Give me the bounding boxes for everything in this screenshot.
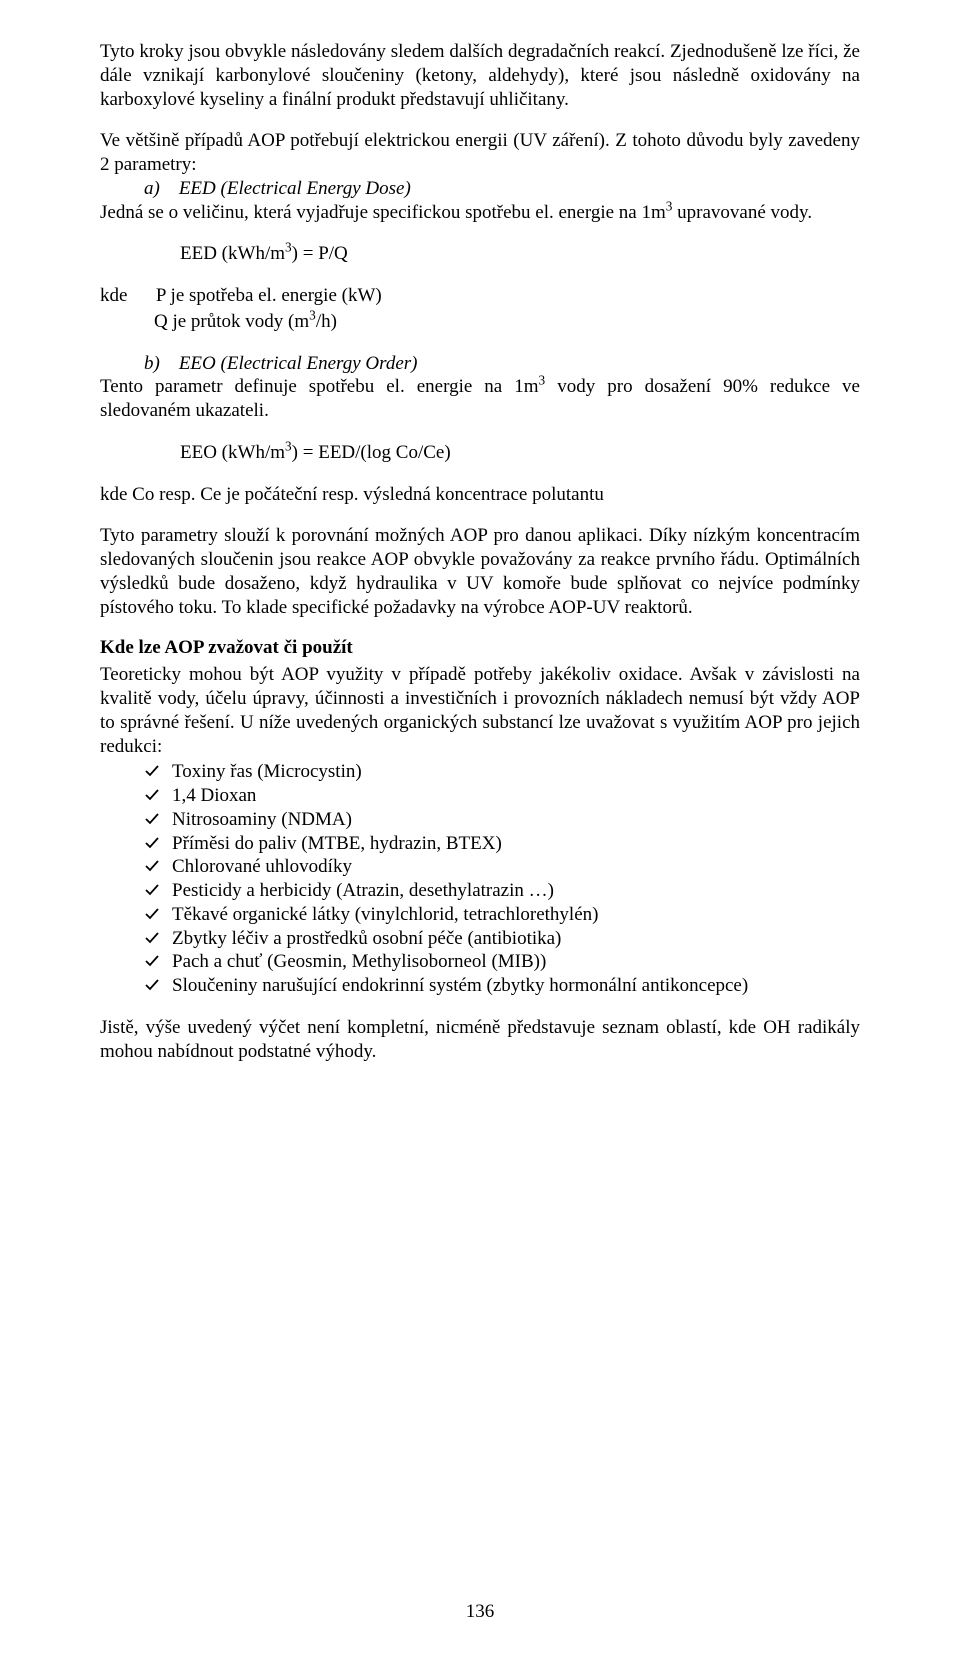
paragraph-closing: Jistě, výše uvedený výčet není kompletní…: [100, 1016, 860, 1064]
list-item-label: 1,4 Dioxan: [172, 785, 256, 806]
check-icon: [144, 810, 160, 834]
list-item-label: Pesticidy a herbicidy (Atrazin, desethyl…: [172, 880, 554, 901]
check-icon: [144, 905, 160, 929]
superscript-3: 3: [285, 438, 292, 453]
formula-eed-head: EED (kWh/m: [180, 243, 285, 264]
formula-eeo-head: EEO (kWh/m: [180, 442, 285, 463]
list-item-a: a) EED (Electrical Energy Dose): [100, 177, 860, 201]
kde-q-head: Q je průtok vody (m: [154, 311, 309, 332]
substance-list: Toxiny řas (Microcystin) 1,4 Dioxan Nitr…: [100, 760, 860, 998]
list-item-label: Sloučeniny narušující endokrinní systém …: [172, 975, 748, 996]
list-item-label: Chlorované uhlovodíky: [172, 856, 352, 877]
list-item: Pach a chuť (Geosmin, Methylisoborneol (…: [144, 950, 860, 974]
kde-q-tail: /h): [316, 311, 337, 332]
list-item-label: Příměsi do paliv (MTBE, hydrazin, BTEX): [172, 833, 502, 854]
superscript-3: 3: [309, 307, 316, 322]
page-number: 136: [0, 1601, 960, 1623]
list-item-label: Nitrosoaminy (NDMA): [172, 809, 352, 830]
list-item-label: Pach a chuť (Geosmin, Methylisoborneol (…: [172, 951, 546, 972]
list-b-letter: b): [144, 353, 160, 374]
paragraph-intro: Tyto kroky jsou obvykle následovány sled…: [100, 40, 860, 111]
list-item: Sloučeniny narušující endokrinní systém …: [144, 974, 860, 998]
list-item: Toxiny řas (Microcystin): [144, 760, 860, 784]
check-icon: [144, 881, 160, 905]
check-icon: [144, 786, 160, 810]
check-icon: [144, 976, 160, 1000]
check-icon: [144, 952, 160, 976]
eed-desc-part1: Jedná se o veličinu, která vyjadřuje spe…: [100, 202, 666, 223]
eed-desc-part2: upravované vody.: [672, 202, 812, 223]
check-icon: [144, 857, 160, 881]
kde-p-line: kde P je spotřeba el. energie (kW): [100, 284, 860, 308]
paragraph-eeo-desc: Tento parametr definuje spotřebu el. ene…: [100, 375, 860, 423]
document-page: Tyto kroky jsou obvykle následovány sled…: [0, 0, 960, 1653]
formula-eeo: EEO (kWh/m3) = EED/(log Co/Ce): [100, 441, 860, 465]
list-item-label: Toxiny řas (Microcystin): [172, 761, 362, 782]
list-item: Pesticidy a herbicidy (Atrazin, desethyl…: [144, 879, 860, 903]
superscript-3: 3: [285, 240, 292, 255]
list-item: 1,4 Dioxan: [144, 784, 860, 808]
list-item: Příměsi do paliv (MTBE, hydrazin, BTEX): [144, 832, 860, 856]
formula-eed: EED (kWh/m3) = P/Q: [100, 242, 860, 266]
check-icon: [144, 834, 160, 858]
list-item-label: Zbytky léčiv a prostředků osobní péče (a…: [172, 928, 561, 949]
paragraph-eed-desc: Jedná se o veličinu, která vyjadřuje spe…: [100, 201, 860, 225]
formula-eeo-tail: ) = EED/(log Co/Ce): [292, 442, 451, 463]
paragraph-where-intro: Teoreticky mohou být AOP využity v přípa…: [100, 663, 860, 758]
check-icon: [144, 762, 160, 786]
paragraph-parameters-intro: Ve většině případů AOP potřebují elektri…: [100, 129, 860, 177]
list-item: Těkavé organické látky (vinylchlorid, te…: [144, 903, 860, 927]
formula-eed-tail: ) = P/Q: [292, 243, 348, 264]
list-item: Zbytky léčiv a prostředků osobní péče (a…: [144, 927, 860, 951]
paragraph-parameters-usage: Tyto parametry slouží k porovnání možnýc…: [100, 524, 860, 619]
eeo-desc-part1: Tento parametr definuje spotřebu el. ene…: [100, 376, 539, 397]
list-a-text: EED (Electrical Energy Dose): [179, 178, 411, 199]
list-item-b: b) EEO (Electrical Energy Order): [100, 352, 860, 376]
section-heading-where: Kde lze AOP zvažovat či použít: [100, 637, 860, 659]
list-item: Chlorované uhlovodíky: [144, 855, 860, 879]
list-a-letter: a): [144, 178, 160, 199]
kde-co-line: kde Co resp. Ce je počáteční resp. výsle…: [100, 483, 860, 507]
list-item-label: Těkavé organické látky (vinylchlorid, te…: [172, 904, 598, 925]
list-b-text: EEO (Electrical Energy Order): [179, 353, 418, 374]
check-icon: [144, 929, 160, 953]
kde-q-line: Q je průtok vody (m3/h): [100, 310, 860, 334]
list-item: Nitrosoaminy (NDMA): [144, 808, 860, 832]
